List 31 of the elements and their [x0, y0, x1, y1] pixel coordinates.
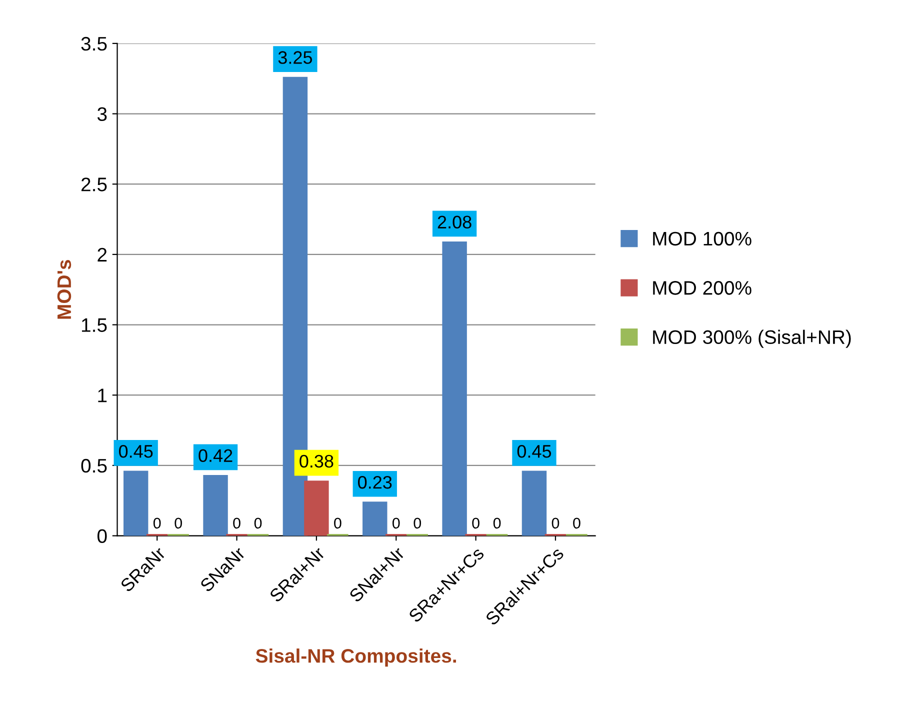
y-tick-label: 2.5: [81, 178, 107, 192]
y-tick-label: 1.5: [82, 318, 107, 332]
y-tick-label: 0: [97, 529, 107, 543]
x-axis-title: Sisal-NR Composites.: [256, 648, 456, 667]
y-tick-label: 3.5: [81, 36, 107, 51]
data-label: 0: [392, 518, 400, 529]
data-label: 0.45: [118, 444, 153, 458]
legend-label: MOD 300% (Sisal+NR): [653, 330, 851, 348]
data-label: 0: [552, 518, 560, 529]
data-label: 0.23: [358, 476, 392, 489]
data-label: 3.25: [278, 51, 312, 64]
data-label: 0: [174, 518, 182, 529]
legend-label: MOD 100%: [653, 232, 752, 246]
data-label: 0: [334, 518, 342, 529]
data-label: 0: [472, 518, 480, 529]
data-label: 0: [414, 518, 422, 529]
data-label: 0: [233, 518, 240, 529]
y-tick-label: 0.5: [81, 458, 107, 473]
data-label: 0.42: [198, 449, 232, 462]
data-label: 0: [153, 518, 161, 529]
data-label: 0.45: [517, 444, 552, 458]
y-tick-label: 2: [98, 248, 107, 262]
y-axis-title: MOD's: [57, 260, 72, 319]
data-label: 2.08: [438, 216, 472, 228]
data-label: 0: [573, 518, 580, 529]
legend-label: MOD 200%: [653, 281, 752, 295]
data-label: 0: [493, 518, 501, 529]
y-tick-label: 1: [98, 388, 107, 402]
data-label: 0.38: [300, 454, 334, 468]
data-label: 0: [254, 518, 262, 529]
y-tick-label: 3: [97, 107, 107, 122]
